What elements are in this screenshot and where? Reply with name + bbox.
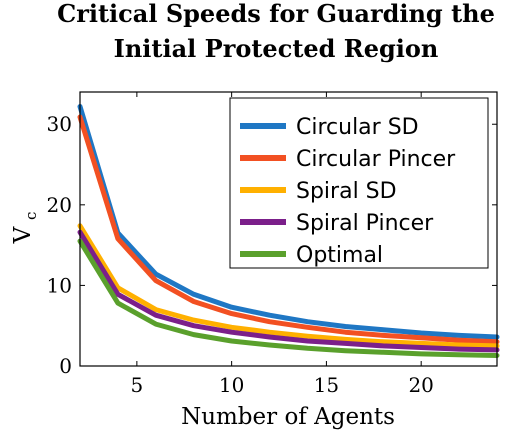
x-tick-label: 20	[408, 373, 433, 397]
y-tick-label: 30	[47, 112, 72, 136]
x-tick-label: 5	[130, 373, 143, 397]
legend-label: Optimal	[296, 243, 383, 268]
legend-label: Circular SD	[296, 115, 419, 140]
plot-frame	[79, 91, 498, 367]
series-line-1	[77, 114, 500, 345]
tick-labels: 5 10 15 20 0 10 20 30	[47, 112, 434, 397]
x-tick-label: 15	[314, 373, 339, 397]
axis-ticks	[80, 92, 497, 367]
chart-title-line-2: Initial Protected Region	[114, 34, 439, 63]
y-axis-label-group: V c	[10, 212, 40, 245]
y-axis-label-subscript: c	[22, 212, 40, 220]
series-layer	[77, 104, 500, 358]
y-tick-label: 10	[47, 273, 72, 297]
y-tick-label: 0	[59, 354, 72, 378]
y-tick-label: 20	[47, 193, 72, 217]
series-line-2	[77, 223, 500, 349]
series-line-0	[77, 104, 500, 340]
series-line-4	[77, 238, 500, 358]
legend-label: Spiral Pincer	[296, 211, 434, 236]
legend-label: Circular Pincer	[296, 147, 456, 172]
legend-label: Spiral SD	[296, 179, 397, 204]
legend: Circular SD Circular Pincer Spiral SD Spira…	[229, 97, 489, 269]
x-axis-label: Number of Agents	[181, 404, 395, 430]
chart-title-line-1: Critical Speeds for Guarding the	[57, 0, 495, 28]
y-axis-label: V	[10, 226, 36, 244]
x-tick-label: 10	[219, 373, 244, 397]
series-line-3	[77, 229, 500, 353]
